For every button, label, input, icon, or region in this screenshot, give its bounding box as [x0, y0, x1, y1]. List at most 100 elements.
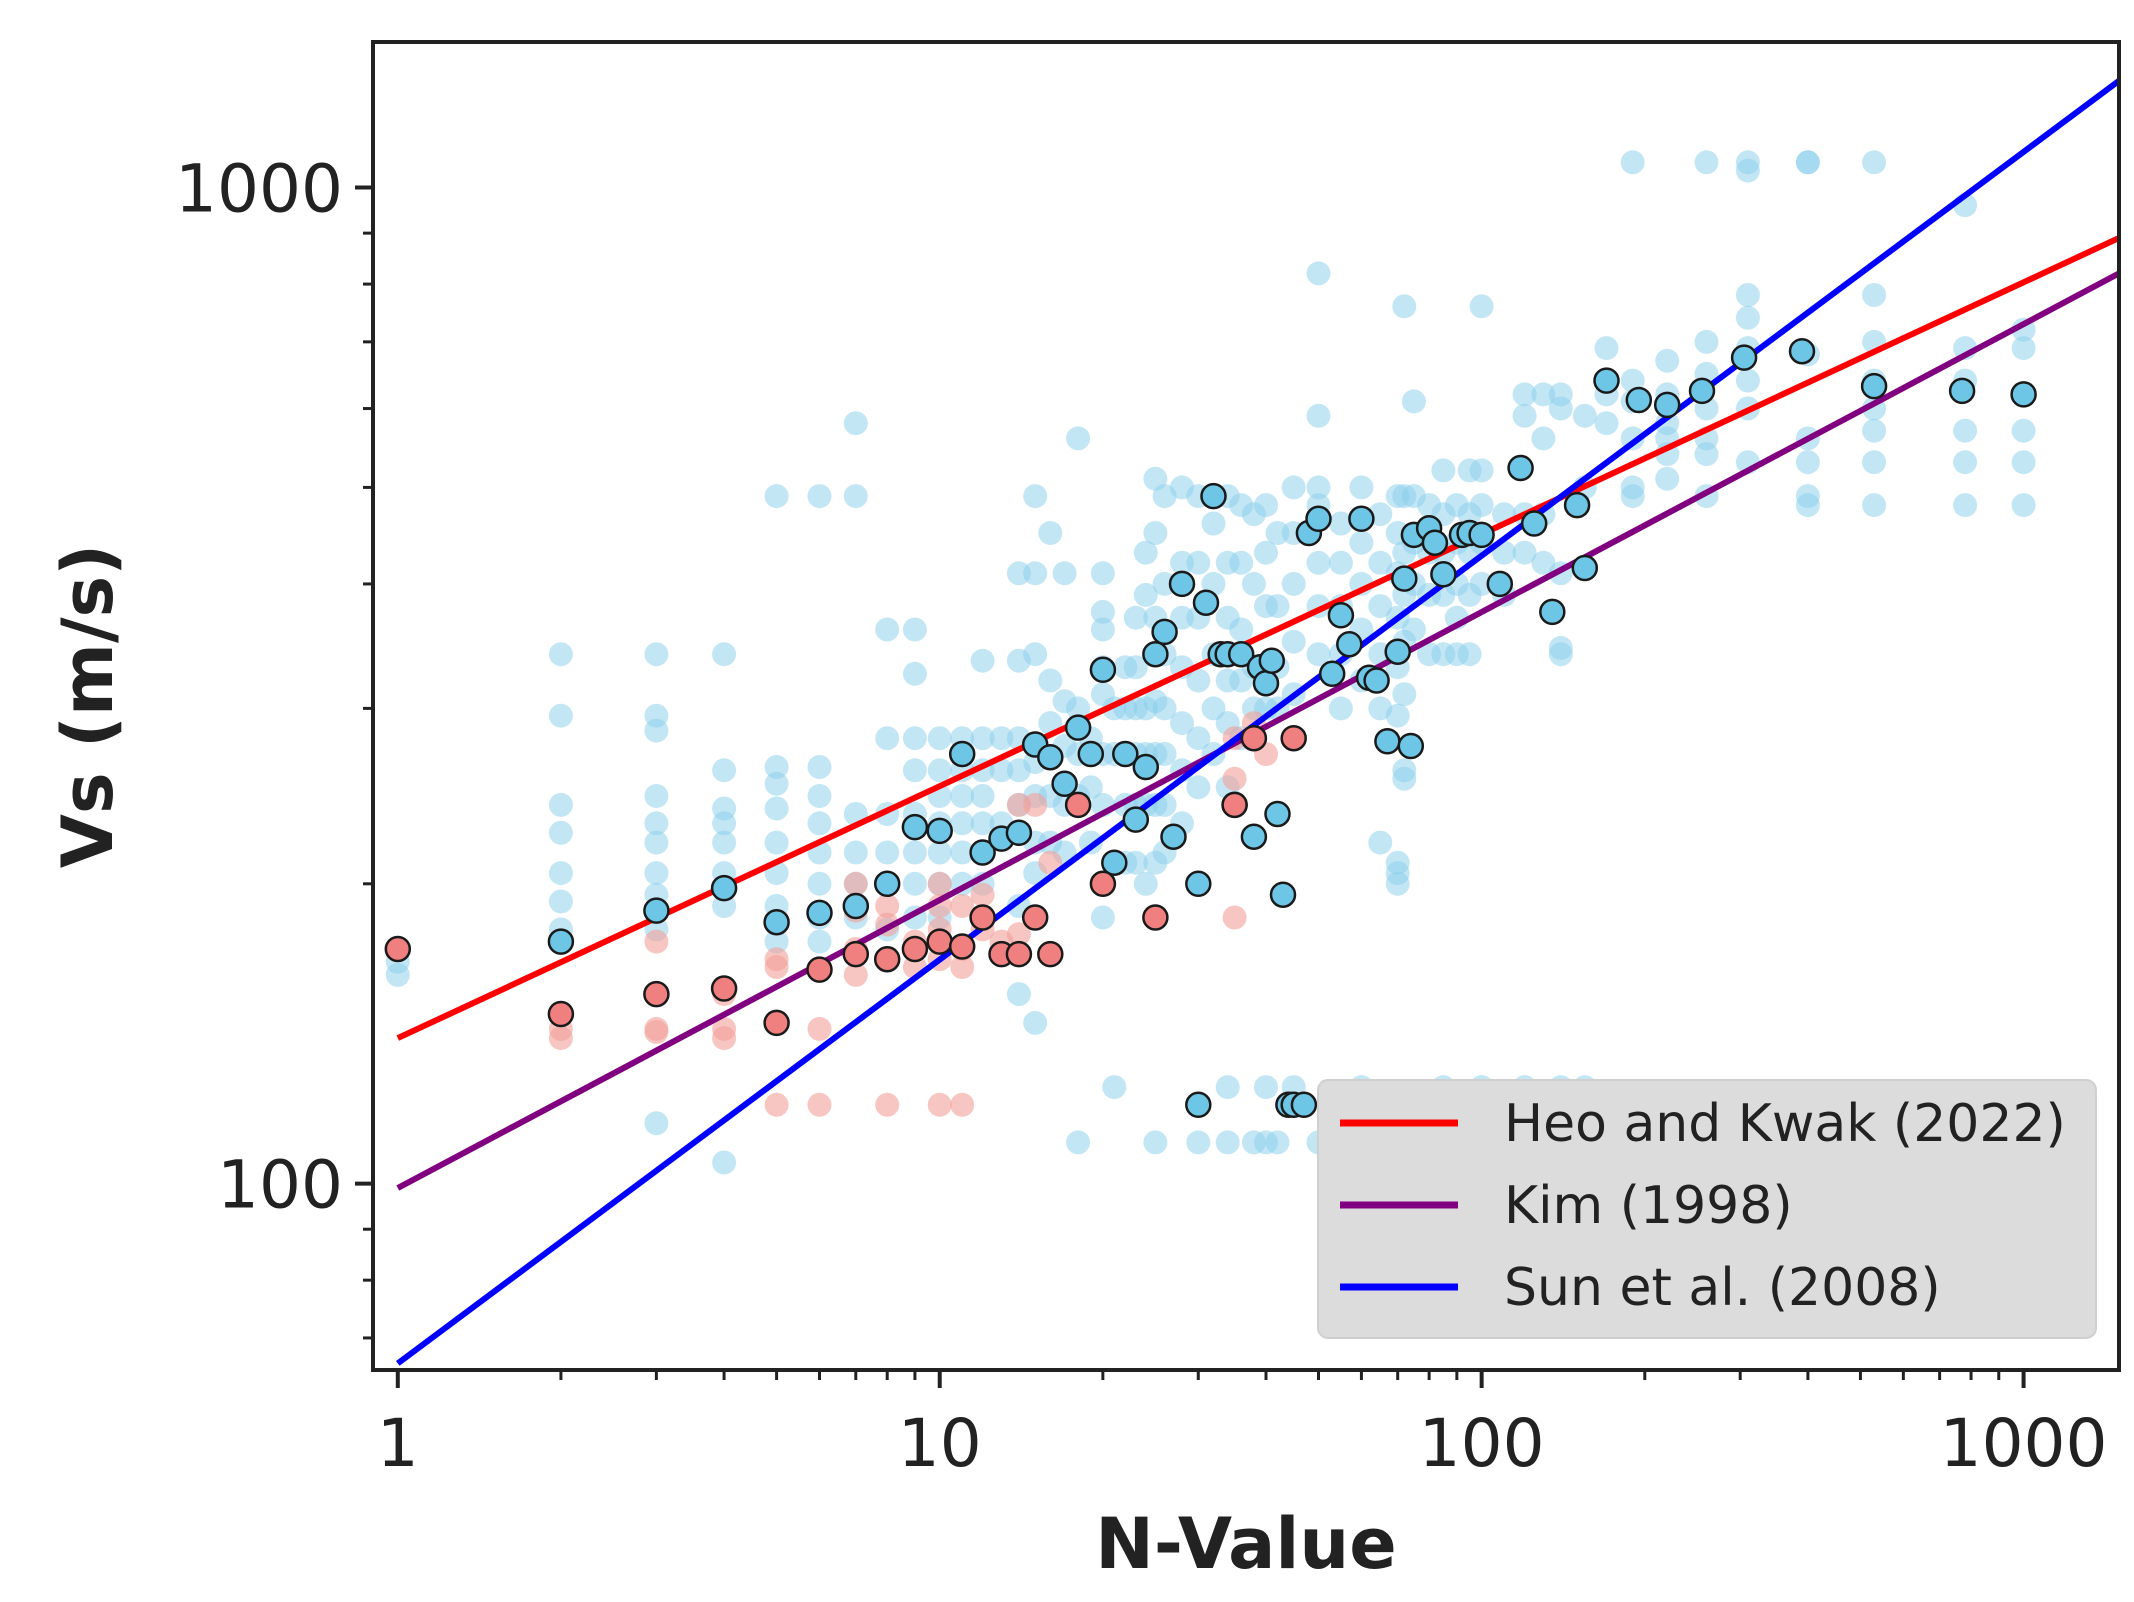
data-point-background-blue-304 — [1512, 540, 1537, 565]
data-point-background-blue-261 — [1392, 766, 1417, 791]
data-point-highlight-blue-42 — [1318, 660, 1346, 688]
data-point-highlight-blue-0 — [547, 928, 575, 955]
data-point-highlight-red-8 — [901, 935, 929, 963]
data-point-background-blue-175 — [1186, 726, 1211, 751]
data-point-background-blue-55 — [902, 617, 927, 642]
data-point-background-blue-4 — [548, 792, 573, 817]
data-point-background-blue-178 — [1201, 511, 1226, 536]
data-point-highlight-blue-34 — [1240, 823, 1268, 850]
data-point-background-blue-43 — [843, 411, 868, 436]
data-point-background-blue-74 — [950, 840, 975, 865]
data-point-background-blue-12 — [644, 784, 669, 808]
data-point-highlight-red-17 — [1089, 870, 1117, 898]
data-point-background-red-16 — [843, 962, 868, 987]
data-point-background-blue-56 — [902, 661, 927, 686]
data-point-background-blue-372 — [2011, 336, 2036, 361]
data-point-background-blue-225 — [1306, 642, 1331, 667]
data-point-highlight-red-5 — [806, 956, 833, 983]
data-point-highlight-blue-67 — [1653, 391, 1681, 419]
data-point-highlight-blue-70 — [1788, 337, 1816, 365]
data-point-background-blue-273 — [1431, 458, 1456, 483]
data-point-background-blue-309 — [1531, 550, 1556, 575]
data-point-highlight-red-9 — [926, 928, 953, 955]
data-point-background-blue-336 — [1694, 329, 1719, 354]
data-point-highlight-blue-66 — [1625, 386, 1653, 414]
regression-line-2 — [396, 78, 2119, 1366]
data-point-background-blue-221 — [1306, 475, 1331, 500]
x-tick-label-1: 1 — [377, 1405, 419, 1482]
data-point-background-red-10 — [764, 1092, 789, 1117]
data-point-highlight-blue-62 — [1539, 598, 1566, 626]
data-point-background-blue-340 — [1694, 442, 1719, 467]
data-point-background-red-7 — [712, 1026, 737, 1051]
data-point-highlight-red-15 — [1037, 940, 1064, 968]
data-point-background-blue-212 — [1265, 1130, 1290, 1155]
data-point-background-blue-343 — [1735, 158, 1760, 183]
data-point-background-blue-14 — [644, 830, 669, 855]
data-point-background-blue-149 — [1143, 521, 1168, 545]
data-point-highlight-blue-36 — [1252, 669, 1280, 697]
data-point-highlight-blue-37 — [1258, 647, 1286, 674]
data-point-highlight-blue-65 — [1593, 367, 1620, 394]
data-point-background-blue-67 — [927, 840, 952, 865]
data-point-highlight-blue-27 — [1185, 870, 1212, 898]
data-point-background-blue-253 — [1385, 871, 1410, 896]
data-point-highlight-red-10 — [948, 933, 976, 960]
data-point-background-red-17 — [875, 894, 900, 918]
data-point-background-blue-64 — [927, 758, 952, 783]
data-point-background-blue-29 — [764, 771, 789, 796]
data-point-background-blue-130 — [1102, 1075, 1127, 1100]
data-point-background-blue-46 — [843, 840, 868, 865]
data-point-background-blue-142 — [1133, 540, 1158, 565]
y-tick-label-1000: 1000 — [175, 151, 343, 228]
data-point-background-blue-317 — [1572, 403, 1597, 428]
data-point-highlight-red-18 — [1142, 904, 1169, 931]
data-point-background-blue-228 — [1328, 550, 1353, 575]
data-point-highlight-red-7 — [873, 945, 901, 973]
data-point-background-red-20 — [875, 1092, 900, 1117]
data-point-background-blue-168 — [1170, 711, 1194, 736]
data-point-background-blue-259 — [1392, 682, 1417, 707]
data-point-highlight-blue-44 — [1336, 630, 1363, 658]
data-point-background-blue-2 — [548, 642, 573, 667]
data-point-highlight-blue-51 — [1397, 732, 1425, 760]
data-point-background-blue-227 — [1328, 511, 1353, 536]
data-point-background-blue-27 — [764, 484, 789, 509]
data-point-highlight-blue-69 — [1730, 344, 1758, 371]
data-point-highlight-blue-2 — [710, 874, 738, 902]
data-point-background-blue-320 — [1594, 336, 1619, 361]
data-point-background-blue-136 — [1123, 605, 1148, 630]
data-point-background-blue-121 — [1090, 617, 1115, 642]
data-point-background-blue-115 — [1066, 1130, 1091, 1155]
data-point-background-blue-176 — [1186, 775, 1211, 800]
x-tick-label-100: 100 — [1419, 1405, 1545, 1482]
data-point-background-blue-250 — [1385, 703, 1410, 728]
data-point-background-blue-177 — [1186, 1130, 1211, 1155]
data-point-background-blue-25 — [712, 894, 737, 918]
data-point-highlight-red-11 — [969, 904, 996, 931]
data-point-background-blue-347 — [1735, 368, 1760, 393]
data-point-background-blue-36 — [807, 755, 832, 779]
data-point-background-blue-324 — [1620, 368, 1645, 393]
data-point-background-blue-301 — [1512, 382, 1537, 407]
data-point-background-blue-219 — [1306, 261, 1331, 286]
data-point-background-blue-306 — [1531, 382, 1556, 407]
data-point-highlight-blue-45 — [1348, 505, 1375, 533]
data-point-background-blue-102 — [1038, 668, 1063, 693]
data-point-background-blue-293 — [1469, 493, 1494, 518]
highlight-points-layer — [384, 337, 2037, 1119]
data-point-background-red-32 — [970, 882, 995, 907]
data-point-background-blue-233 — [1349, 530, 1374, 555]
data-point-background-blue-3 — [548, 703, 573, 728]
data-point-background-blue-137 — [1123, 655, 1148, 680]
data-point-background-blue-28 — [764, 755, 789, 779]
data-point-background-blue-112 — [1066, 696, 1091, 721]
data-point-background-blue-190 — [1215, 1130, 1240, 1155]
data-point-highlight-blue-74 — [1185, 1091, 1212, 1119]
data-point-highlight-blue-59 — [1486, 570, 1514, 598]
data-point-background-blue-9 — [644, 642, 669, 667]
data-point-background-red-23 — [927, 871, 952, 896]
data-point-highlight-blue-17 — [1077, 740, 1105, 768]
data-point-background-blue-11 — [644, 718, 669, 743]
data-point-background-blue-375 — [2011, 450, 2036, 475]
